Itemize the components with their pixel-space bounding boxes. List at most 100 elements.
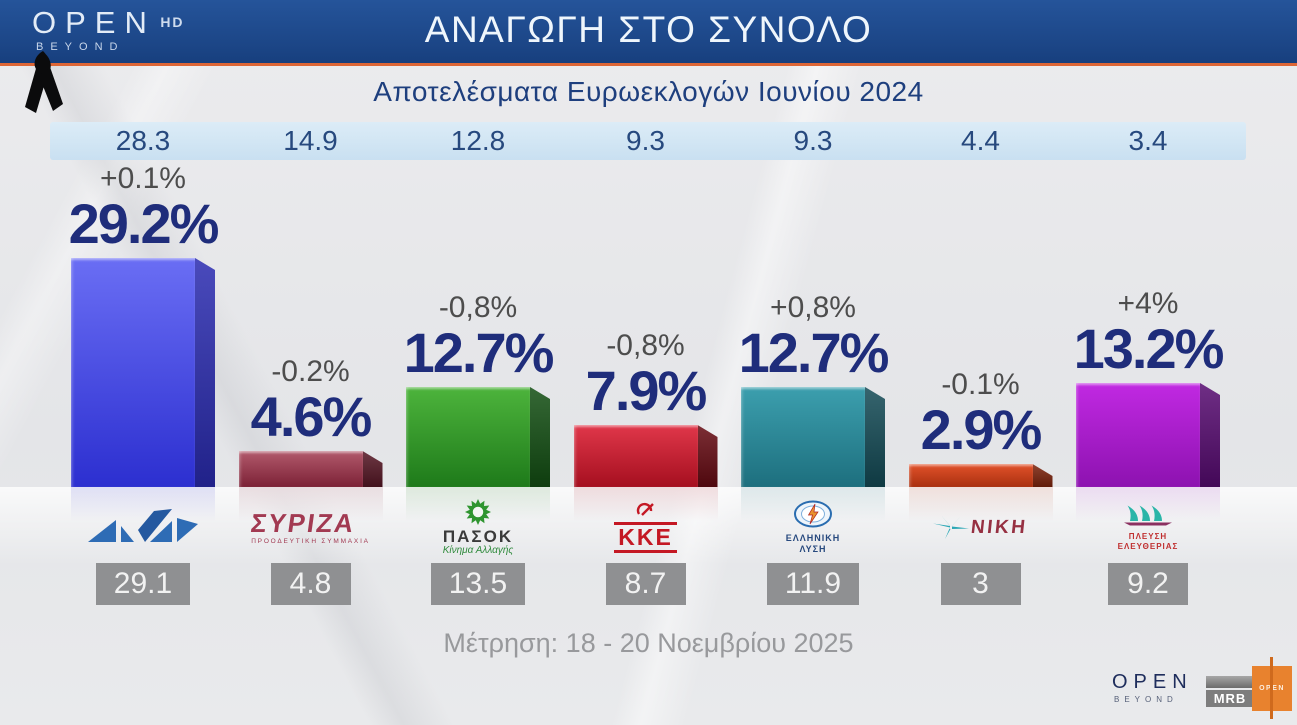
hd-badge: HD bbox=[160, 14, 185, 30]
change-label: +0.1% bbox=[100, 161, 186, 195]
previous-measurement-value: 4.8 bbox=[270, 563, 351, 605]
plefsi-sailboat-icon bbox=[1123, 505, 1172, 525]
party-logo: ΣΥΡΙΖΑ ΠΡΟΟΔΕΥΤΙΚΗ ΣΥΜΜΑΧΙΑ bbox=[226, 494, 396, 560]
open-footer-logo: OPEN BEYOND bbox=[1112, 672, 1193, 704]
bar-face bbox=[573, 425, 698, 487]
party-column-pasok: 12.8 -0,8% 12.7% ΠΑΣΟΚ Κίνημα Αλλαγής 13.… bbox=[393, 122, 563, 622]
party-column-elliniki-lysi: 9.3 +0,8% 12.7% ΕΛΛΗΝΙΚΗ ΛΥΣΗ 11.9 bbox=[728, 122, 898, 622]
page-title: ΑΝΑΓΩΓΗ ΣΤΟ ΣΥΝΟΛΟ bbox=[424, 9, 873, 50]
subtitle: Αποτελέσματα Ευρωεκλογών Ιουνίου 2024 bbox=[373, 76, 924, 107]
kke-logo-text: ΚΚΕ bbox=[614, 521, 677, 553]
change-label: +4% bbox=[1117, 286, 1179, 320]
niki-logo: ΝΙΚΗ bbox=[933, 514, 1029, 540]
pasok-logo-text: ΠΑΣΟΚ bbox=[442, 527, 514, 546]
bar-reflection bbox=[71, 487, 215, 527]
bar-side-3d bbox=[1200, 383, 1220, 487]
poll-percentage: 4.6% bbox=[250, 384, 373, 448]
bar-face bbox=[741, 387, 865, 487]
poll-percentage: 12.7% bbox=[738, 320, 890, 384]
bar-face bbox=[908, 464, 1033, 487]
euro-result-value: 9.3 bbox=[793, 125, 833, 156]
bar-face bbox=[1076, 383, 1200, 487]
previous-measurement-value: 13.5 bbox=[430, 563, 526, 605]
kke-logo: ΚΚΕ bbox=[614, 502, 677, 553]
open-logo-text: OPEN bbox=[32, 5, 156, 40]
bar-side-3d bbox=[195, 258, 215, 487]
change-label: -0.2% bbox=[271, 354, 350, 388]
bar-face bbox=[238, 451, 363, 487]
poll-percentage: 2.9% bbox=[920, 397, 1043, 461]
euro-result-value: 28.3 bbox=[115, 125, 171, 156]
previous-measurement-value: 8.7 bbox=[605, 563, 686, 605]
previous-measurement-value: 9.2 bbox=[1108, 563, 1188, 605]
pasok-logo: ΠΑΣΟΚ Κίνημα Αλλαγής bbox=[442, 498, 514, 556]
mourning-ribbon-icon bbox=[25, 51, 63, 113]
measurement-dates: Μέτρηση: 18 - 20 Νοεμβρίου 2025 bbox=[443, 628, 854, 658]
party-logo: ΠΑΣΟΚ Κίνημα Αλλαγής bbox=[393, 494, 563, 560]
euro-result-value: 14.9 bbox=[283, 125, 338, 156]
party-column-syriza: 14.9 -0.2% 4.6% ΣΥΡΙΖΑ ΠΡΟΟΔΕΥΤΙΚΗ ΣΥΜΜΑΧ… bbox=[226, 122, 396, 622]
bar-side-3d bbox=[530, 387, 550, 487]
mrb-logo-bar bbox=[1206, 676, 1254, 688]
syriza-logo-text: ΣΥΡΙΖΑ bbox=[249, 507, 358, 538]
niki-logo-text: ΝΙΚΗ bbox=[970, 516, 1029, 538]
party-column-plefsi-eleftherias: 3.4 +4% 13.2% ΠΛΕΥΣΗ ΕΛΕΥΘΕΡΙΑΣ 9.2 bbox=[1063, 122, 1233, 622]
bar-reflection bbox=[573, 487, 718, 527]
pasok-logo-subtext: Κίνημα Αλλαγής bbox=[442, 545, 514, 556]
elliniki-lysi-compass-icon bbox=[793, 500, 832, 528]
pasok-sun-icon bbox=[465, 499, 491, 525]
bar-face bbox=[71, 258, 195, 487]
bar-face bbox=[406, 387, 530, 487]
poll-bar bbox=[406, 387, 550, 527]
poll-bar bbox=[1076, 383, 1220, 527]
party-column-kke: 9.3 -0,8% 7.9% ΚΚΕ 8.7 bbox=[561, 122, 731, 622]
change-label: -0,8% bbox=[606, 328, 685, 362]
mrb-logo-text: MRB bbox=[1206, 690, 1254, 707]
party-column-niki: 4.4 -0.1% 2.9% ΝΙΚΗ 3 bbox=[896, 122, 1066, 622]
open-corner-logo-line bbox=[1270, 657, 1273, 719]
nd-flag-logo bbox=[88, 509, 198, 542]
party-logo: ΝΙΚΗ bbox=[896, 494, 1066, 560]
plefsi-logo-text: ΠΛΕΥΣΗ bbox=[1128, 531, 1168, 541]
euro-results-strip bbox=[50, 122, 1246, 160]
euro-result-value: 9.3 bbox=[626, 125, 665, 156]
previous-measurement-value: 3 bbox=[940, 563, 1021, 605]
party-logo: ΕΛΛΗΝΙΚΗ ΛΥΣΗ bbox=[728, 494, 898, 560]
euro-result-value: 12.8 bbox=[450, 125, 506, 156]
change-label: +0,8% bbox=[770, 290, 856, 324]
poll-bar bbox=[908, 464, 1053, 527]
elliniki-lysi-logo: ΕΛΛΗΝΙΚΗ ΛΥΣΗ bbox=[786, 500, 841, 555]
poll-bar bbox=[741, 387, 885, 527]
party-logo bbox=[58, 494, 228, 560]
beyond-label: BEYOND bbox=[36, 41, 125, 53]
kke-hammer-sickle-icon bbox=[636, 502, 654, 516]
niki-spark-icon bbox=[933, 515, 970, 539]
poll-bar bbox=[573, 425, 718, 527]
syriza-logo-subtext: ΠΡΟΟΔΕΥΤΙΚΗ ΣΥΜΜΑΧΙΑ bbox=[251, 537, 370, 545]
header-bar: OPEN HD BEYOND ΑΝΑΓΩΓΗ ΣΤΟ ΣΥΝΟΛΟ bbox=[0, 0, 1297, 66]
party-column-nd: 28.3 +0.1% 29.2% 29.1 bbox=[58, 122, 228, 622]
elliniki-lysi-logo-text: ΕΛΛΗΝΙΚΗ bbox=[785, 532, 841, 543]
bar-side-3d bbox=[1032, 464, 1053, 487]
bar-side-3d bbox=[697, 425, 718, 487]
open-channel-logo: OPEN HD BEYOND bbox=[32, 7, 185, 53]
bar-side-3d bbox=[362, 451, 383, 487]
poll-bar bbox=[71, 258, 215, 527]
previous-measurement-value: 29.1 bbox=[95, 563, 191, 605]
bar-side-3d bbox=[865, 387, 885, 487]
bar-reflection bbox=[908, 487, 1053, 527]
change-label: -0.1% bbox=[941, 367, 1020, 401]
poll-percentage: 29.2% bbox=[68, 191, 220, 255]
poll-columns: 28.3 +0.1% 29.2% 29.1 14.9 -0.2% 4.6% ΣΥ… bbox=[0, 122, 1297, 622]
euro-result-value: 3.4 bbox=[1128, 125, 1168, 156]
mrb-logo: MRB bbox=[1206, 676, 1254, 707]
change-label: -0,8% bbox=[438, 290, 518, 324]
poll-percentage: 12.7% bbox=[403, 320, 555, 384]
syriza-logo: ΣΥΡΙΖΑ ΠΡΟΟΔΕΥΤΙΚΗ ΣΥΜΜΑΧΙΑ bbox=[249, 507, 370, 545]
poll-bar bbox=[238, 451, 383, 527]
elliniki-lysi-logo-subtext: ΛΥΣΗ bbox=[799, 543, 827, 554]
plefsi-logo-subtext: ΕΛΕΥΘΕΡΙΑΣ bbox=[1117, 541, 1179, 551]
poll-percentage: 13.2% bbox=[1073, 316, 1225, 380]
open-corner-logo: OPEN bbox=[1252, 657, 1292, 719]
party-logo: ΠΛΕΥΣΗ ΕΛΕΥΘΕΡΙΑΣ bbox=[1063, 494, 1233, 560]
